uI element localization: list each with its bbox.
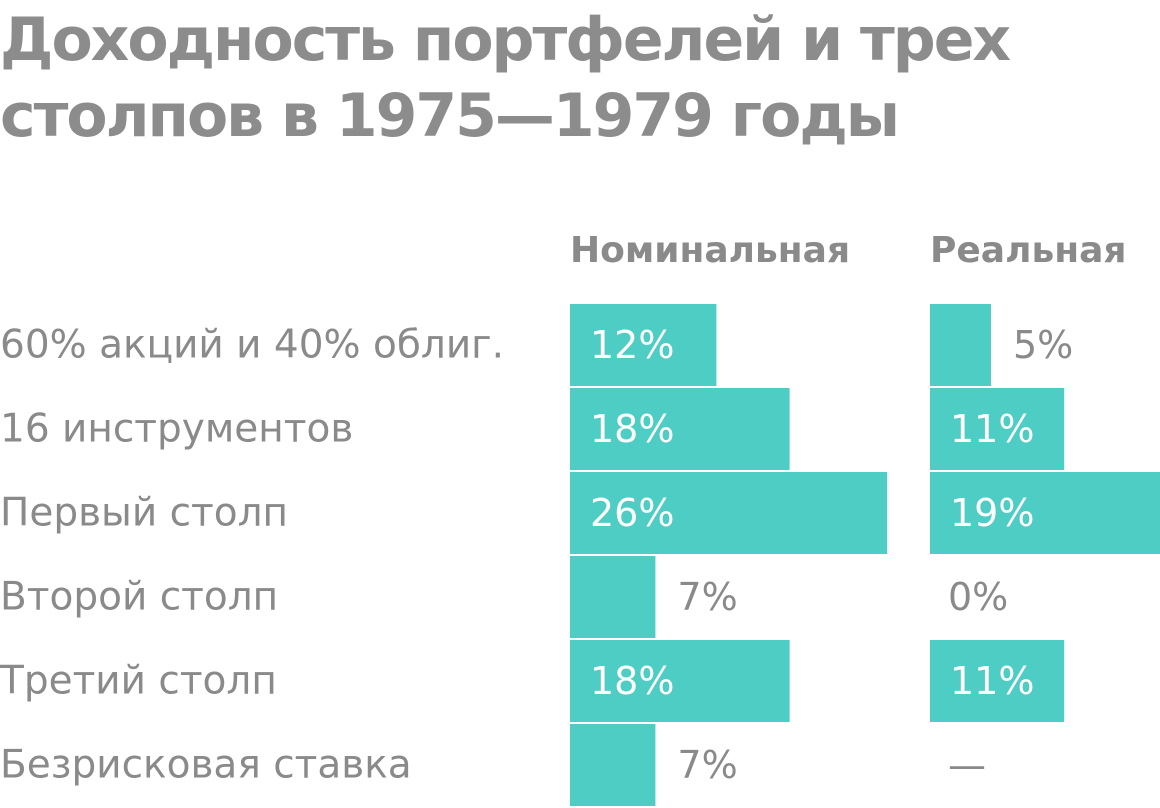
row-label-0: 60% акций и 40% облиг. xyxy=(0,323,504,368)
value-label-real-0: 5% xyxy=(1013,323,1073,367)
row-label-3: Второй столп xyxy=(0,575,278,620)
value-label-real-1: 11% xyxy=(950,407,1034,451)
row-label-5: Безрисковая ставка xyxy=(0,743,412,788)
value-label-real-4: 11% xyxy=(950,659,1034,703)
row-label-4: Третий столп xyxy=(0,659,277,704)
column-header-nominal: Номинальная xyxy=(570,230,850,271)
bar-nominal-2 xyxy=(570,472,888,554)
bar-nominal-4 xyxy=(570,640,790,722)
value-label-nominal-3: 7% xyxy=(677,575,737,619)
column-header-real: Реальная xyxy=(930,230,1127,271)
value-label-real-5: — xyxy=(948,743,986,787)
value-label-nominal-2: 26% xyxy=(590,491,674,535)
bar-nominal-1 xyxy=(570,388,790,470)
value-label-nominal-5: 7% xyxy=(677,743,737,787)
bar-nominal-3 xyxy=(570,556,656,638)
value-label-nominal-1: 18% xyxy=(590,407,674,451)
bar-real-1 xyxy=(930,388,1065,470)
value-label-real-2: 19% xyxy=(950,491,1034,535)
row-labels: 60% акций и 40% облиг. 16 инструментов Пер… xyxy=(0,323,504,788)
value-label-nominal-4: 18% xyxy=(590,659,674,703)
column-headers: Номинальная Реальная xyxy=(570,230,1127,271)
bar-real-0 xyxy=(930,304,991,386)
value-labels: 12%18%26%7%18%7%5%11%19%0%11%— xyxy=(590,323,1073,787)
bar-real-2 xyxy=(930,472,1160,554)
value-label-nominal-0: 12% xyxy=(590,323,674,367)
row-label-2: Первый столп xyxy=(0,491,288,536)
bar-nominal-5 xyxy=(570,724,656,806)
value-label-real-3: 0% xyxy=(948,575,1008,619)
chart-title: Доходность портфелей и трех столпов в 19… xyxy=(0,5,1011,151)
bar-nominal-0 xyxy=(570,304,717,386)
bars xyxy=(570,304,1160,806)
bar-real-4 xyxy=(930,640,1065,722)
row-label-1: 16 инструментов xyxy=(0,407,353,452)
